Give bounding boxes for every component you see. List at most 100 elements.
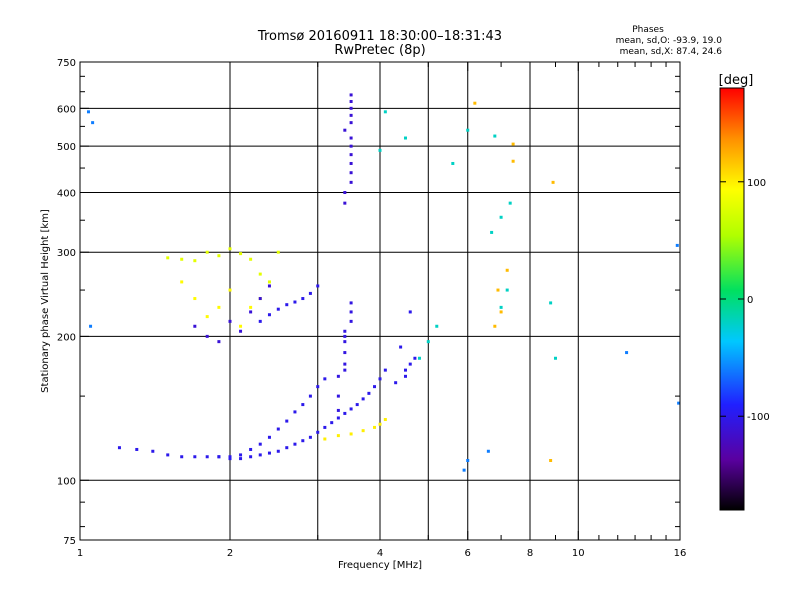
x-tick-label: 1: [77, 548, 83, 559]
y-axis-label: Stationary phase Virtual Height [km]: [40, 209, 51, 393]
data-point: [490, 230, 494, 234]
y-tick-label: 750: [57, 58, 76, 69]
data-point: [239, 324, 243, 328]
data-point: [403, 136, 407, 140]
data-point: [323, 377, 327, 381]
data-point: [293, 300, 297, 304]
data-point: [285, 303, 289, 307]
data-point: [343, 351, 347, 355]
data-point: [361, 429, 365, 433]
chart-subtitle: RwPretec (8p): [334, 43, 425, 58]
data-point: [276, 449, 280, 453]
y-tick-label: 75: [63, 536, 76, 547]
data-point: [258, 272, 262, 276]
data-point: [285, 419, 289, 423]
data-point: [511, 159, 515, 163]
y-tick-label: 200: [57, 332, 76, 343]
data-point: [435, 324, 439, 328]
data-point: [180, 280, 184, 284]
data-point: [413, 356, 417, 360]
data-point: [343, 128, 347, 132]
data-point: [499, 305, 503, 309]
data-point: [258, 297, 262, 301]
data-point: [343, 329, 347, 333]
data-point: [349, 161, 353, 165]
data-point: [193, 259, 197, 263]
data-point: [493, 134, 497, 138]
data-point: [343, 362, 347, 366]
data-point: [675, 243, 679, 247]
data-point: [408, 362, 412, 366]
data-point: [258, 319, 262, 323]
data-point: [267, 435, 271, 439]
data-point: [285, 446, 289, 450]
data-point: [417, 356, 421, 360]
data-point: [180, 455, 184, 459]
data-point: [383, 368, 387, 372]
data-point: [86, 110, 90, 114]
data-point: [308, 291, 312, 295]
data-point: [135, 447, 139, 451]
data-point: [258, 453, 262, 457]
data-point: [239, 453, 243, 457]
data-point: [267, 451, 271, 455]
data-point: [343, 340, 347, 344]
data-point: [349, 121, 353, 125]
data-point: [508, 201, 512, 205]
data-point: [293, 410, 297, 414]
data-point: [349, 144, 353, 148]
data-point: [267, 313, 271, 317]
data-point: [473, 101, 477, 105]
data-point: [293, 442, 297, 446]
data-point: [228, 457, 232, 461]
data-point: [330, 421, 334, 425]
data-point: [511, 142, 515, 146]
data-point: [323, 425, 327, 429]
data-point: [239, 252, 243, 256]
data-point: [367, 391, 371, 395]
y-axis-ticks: 75 100 200 300 400 500 600 750: [57, 58, 680, 547]
data-point: [193, 297, 197, 301]
data-point: [403, 368, 407, 372]
plot-grid: [80, 62, 680, 540]
data-point: [166, 256, 170, 260]
data-point: [505, 288, 509, 292]
data-point: [403, 374, 407, 378]
data-point: [378, 148, 382, 152]
x-tick-label: 4: [377, 548, 383, 559]
data-point: [267, 284, 271, 288]
x-axis-ticks: 1 2 4 6 8 10 16: [77, 62, 686, 559]
data-point: [349, 301, 353, 305]
data-point: [373, 385, 377, 389]
data-point: [276, 427, 280, 431]
data-point: [499, 215, 503, 219]
data-point: [336, 374, 340, 378]
data-point: [349, 136, 353, 140]
stats-heading: Phases: [632, 25, 664, 35]
data-point: [301, 297, 305, 301]
data-point: [217, 340, 221, 344]
data-point: [276, 250, 280, 254]
data-point: [205, 315, 209, 319]
data-point: [323, 437, 327, 441]
data-point: [301, 403, 305, 407]
colorbar-label: [deg]: [719, 73, 754, 88]
data-point: [383, 418, 387, 422]
data-point: [117, 446, 121, 450]
data-point: [499, 310, 503, 314]
data-point: [336, 416, 340, 420]
data-point: [217, 305, 221, 309]
data-point: [91, 121, 95, 125]
data-point: [349, 180, 353, 184]
data-point: [349, 106, 353, 110]
y-tick-label: 500: [57, 142, 76, 153]
colorbar-tick-label: 100: [747, 178, 766, 189]
data-point: [349, 171, 353, 175]
data-point: [361, 397, 365, 401]
data-point: [549, 301, 553, 305]
data-point: [217, 455, 221, 459]
stats-line-o: mean, sd,O: -93.9, 19.0: [616, 36, 723, 46]
data-point: [308, 394, 312, 398]
data-point: [276, 307, 280, 311]
